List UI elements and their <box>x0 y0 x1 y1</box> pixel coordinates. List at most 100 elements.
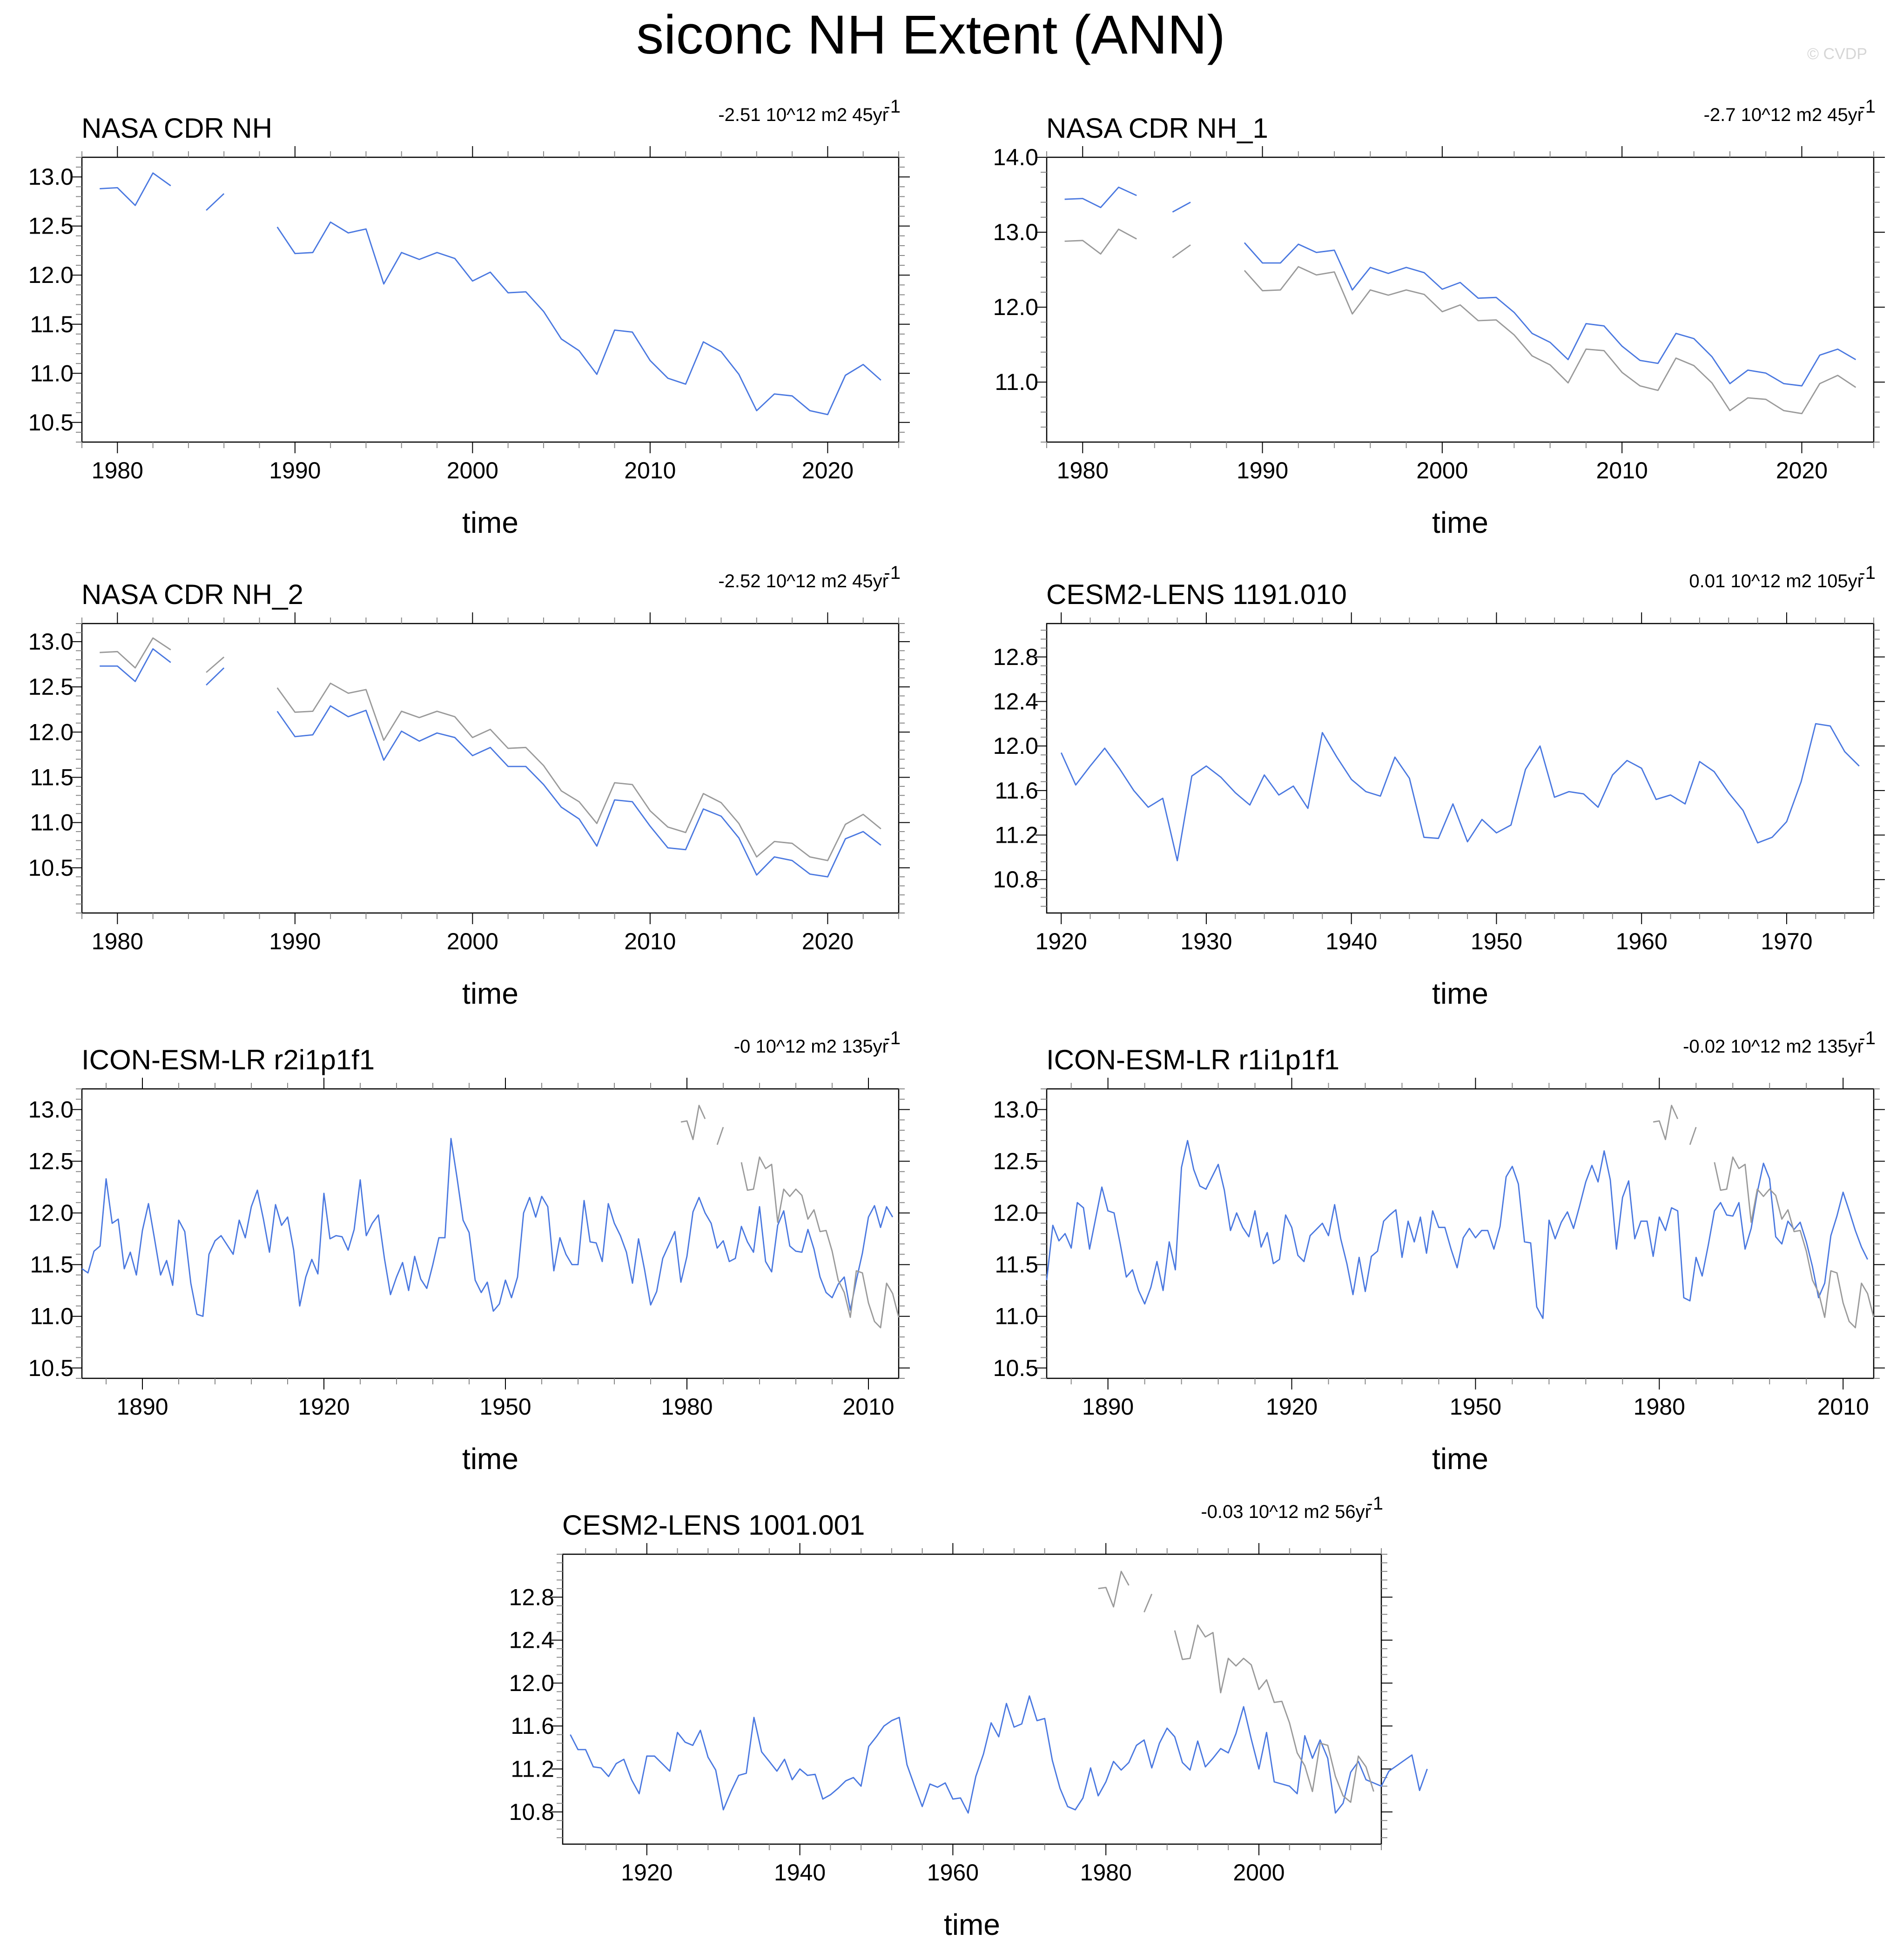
y-tick-label: 12.4 <box>993 688 1038 714</box>
trend-exponent: -1 <box>884 1028 901 1048</box>
y-tick-label: 12.8 <box>993 644 1038 670</box>
x-tick-label: 1920 <box>1036 928 1087 954</box>
observation-series-line <box>1098 1571 1374 1803</box>
x-tick-label: 2010 <box>842 1394 894 1420</box>
y-tick-label: 12.5 <box>28 213 74 239</box>
y-tick-label: 10.5 <box>28 855 74 881</box>
y-tick-label: 11.0 <box>30 810 74 836</box>
plot-frame <box>1046 156 1875 443</box>
y-tick-label: 11.2 <box>511 1756 554 1782</box>
chart-panels: NASA CDR NH -2.51 10^12 m2 45yr-110.511.0… <box>28 96 1885 1941</box>
y-tick-label: 10.8 <box>993 866 1038 893</box>
x-axis-title: time <box>1432 977 1488 1010</box>
x-tick-label: 2010 <box>1596 457 1648 483</box>
panel-title: CESM2-LENS 1191.010 <box>1046 579 1347 610</box>
x-tick-label: 2020 <box>1776 457 1828 483</box>
x-tick-label: 1990 <box>269 457 321 483</box>
x-tick-label: 2000 <box>1233 1859 1285 1886</box>
x-tick-label: 2000 <box>447 928 498 954</box>
y-tick-label: 11.2 <box>995 822 1038 848</box>
trend-label: -0 10^12 m2 135yr <box>734 1036 888 1057</box>
x-tick-label: 1960 <box>927 1859 979 1886</box>
x-tick-label: 2020 <box>802 928 854 954</box>
y-tick-label: 13.0 <box>993 1096 1038 1122</box>
y-tick-label: 10.5 <box>993 1355 1038 1381</box>
x-axis-title: time <box>1432 506 1488 539</box>
trend-exponent: -1 <box>1859 96 1876 117</box>
chart-panel: ICON-ESM-LR r1i1p1f1 -0.02 10^12 m2 135yr… <box>993 1028 1885 1476</box>
x-tick-label: 1990 <box>269 928 321 954</box>
x-tick-label: 1920 <box>298 1394 350 1420</box>
chart-panel: NASA CDR NH_1 -2.7 10^12 m2 45yr-1 11.0 12.… <box>993 96 1885 539</box>
trend-exponent: -1 <box>884 96 901 117</box>
model-series-line <box>570 1695 1428 1814</box>
y-tick-label: 11.5 <box>30 764 74 790</box>
y-tick-label: 12.0 <box>28 719 74 745</box>
watermark: © CVDP <box>1807 45 1867 63</box>
panel-title: CESM2-LENS 1001.001 <box>562 1510 865 1541</box>
x-tick-label: 2010 <box>1817 1394 1869 1420</box>
y-tick-label: 11.6 <box>995 778 1038 804</box>
x-tick-label: 1890 <box>116 1394 168 1420</box>
trend-label: -0.03 10^12 m2 56yr <box>1201 1502 1371 1522</box>
trend-label: -2.52 10^12 m2 45yr <box>718 571 888 591</box>
x-tick-label: 1950 <box>1471 928 1522 954</box>
y-tick-label: 11.6 <box>511 1713 554 1739</box>
y-tick-label: 12.5 <box>993 1148 1038 1175</box>
observation-series-line <box>680 1105 900 1329</box>
panel-title: ICON-ESM-LR r1i1p1f1 <box>1046 1044 1339 1075</box>
y-tick-label: 11.0 <box>30 360 74 386</box>
y-tick-label: 11.5 <box>30 311 74 337</box>
model-series-line <box>100 648 881 878</box>
trend-exponent: -1 <box>1859 1028 1876 1048</box>
plot-frame <box>562 1553 1382 1845</box>
y-tick-label: 11.0 <box>995 369 1038 395</box>
y-tick-label: 11.0 <box>30 1303 74 1329</box>
panel-title: NASA CDR NH <box>81 113 272 144</box>
x-tick-label: 1960 <box>1616 928 1668 954</box>
panel-title: ICON-ESM-LR r2i1p1f1 <box>81 1044 375 1075</box>
trend-exponent: -1 <box>884 563 901 583</box>
plot-frame <box>81 623 900 914</box>
trend-label: -2.7 10^12 m2 45yr <box>1704 105 1863 125</box>
chart-panel: CESM2-LENS 1191.010 0.01 10^12 m2 105yr-1… <box>993 563 1885 1010</box>
y-tick-label: 12.0 <box>28 262 74 288</box>
y-tick-label: 14.0 <box>993 144 1038 170</box>
trend-label: 0.01 10^12 m2 105yr <box>1689 571 1863 591</box>
trend-exponent: -1 <box>1859 563 1876 583</box>
chart-panel: ICON-ESM-LR r2i1p1f1 -0 10^12 m2 135yr-1 1… <box>28 1028 910 1476</box>
y-tick-label: 13.0 <box>28 164 74 190</box>
y-tick-label: 12.5 <box>28 1148 74 1175</box>
y-tick-label: 10.5 <box>28 1355 74 1381</box>
y-tick-label: 10.5 <box>28 409 74 436</box>
chart-panel: CESM2-LENS 1001.001 -0.03 10^12 m2 56yr-1… <box>509 1493 1428 1941</box>
x-axis-title: time <box>462 1442 518 1476</box>
x-tick-label: 1970 <box>1761 928 1812 954</box>
chart-panel: NASA CDR NH_2 -2.52 10^12 m2 45yr-1 10.5 11… <box>28 563 910 1010</box>
x-tick-label: 1980 <box>1080 1859 1132 1886</box>
model-series-line <box>81 1138 894 1317</box>
x-axis-title: time <box>462 977 518 1010</box>
x-tick-label: 1980 <box>1634 1394 1685 1420</box>
x-tick-label: 1950 <box>1450 1394 1501 1420</box>
x-tick-label: 1980 <box>92 928 143 954</box>
model-series-line <box>1064 187 1856 387</box>
y-tick-label: 12.8 <box>509 1584 554 1610</box>
x-tick-label: 2020 <box>802 457 854 483</box>
y-tick-label: 12.5 <box>28 674 74 700</box>
y-tick-label: 12.0 <box>993 1200 1038 1226</box>
trend-label: -2.51 10^12 m2 45yr <box>718 105 888 125</box>
x-axis-title: time <box>1432 1442 1488 1476</box>
x-tick-label: 1980 <box>92 457 143 483</box>
y-tick-label: 12.4 <box>509 1627 554 1653</box>
chart-panel: NASA CDR NH -2.51 10^12 m2 45yr-1 10.5 11.0… <box>28 96 910 539</box>
x-tick-label: 1940 <box>1325 928 1377 954</box>
x-tick-label: 2010 <box>624 457 676 483</box>
x-tick-label: 1980 <box>661 1394 713 1420</box>
plot-frame <box>81 156 900 443</box>
y-tick-label: 12.0 <box>993 733 1038 759</box>
x-tick-label: 2010 <box>624 928 676 954</box>
panel-title: NASA CDR NH_2 <box>81 579 303 610</box>
figure-title: siconc NH Extent (ANN) <box>636 4 1225 66</box>
observation-series-line <box>1064 228 1856 415</box>
